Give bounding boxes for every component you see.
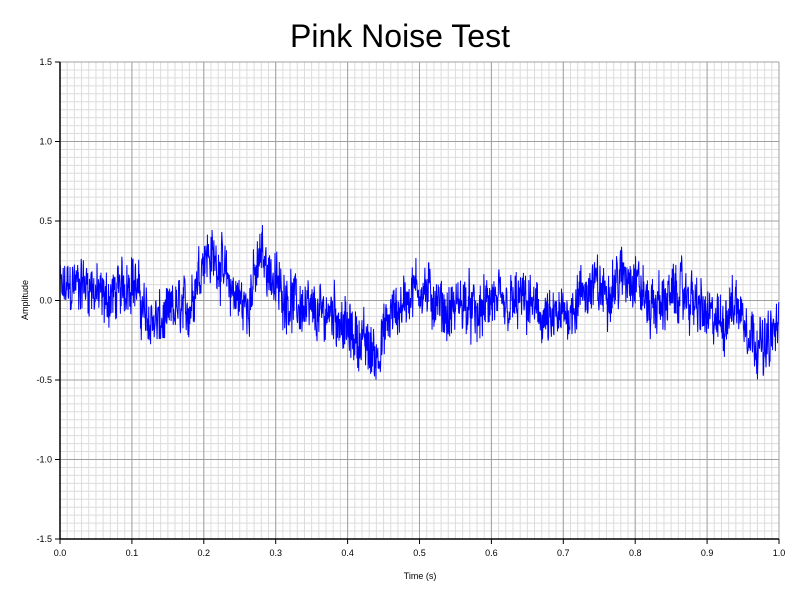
x-tick-label: 0.2 [198, 548, 211, 558]
x-tick-label: 0.3 [269, 548, 282, 558]
y-tick-label: 1.5 [39, 57, 52, 67]
x-tick-label: 0.7 [557, 548, 570, 558]
x-tick-label: 0.6 [485, 548, 498, 558]
y-tick-label: -1.5 [36, 534, 52, 544]
x-tick-label: 0.8 [629, 548, 642, 558]
x-tick-label: 0.9 [701, 548, 714, 558]
signal-line [59, 224, 780, 380]
x-tick-label: 1.0 [773, 548, 786, 558]
y-tick-label: 1.0 [39, 137, 52, 147]
chart-title: Pink Noise Test [290, 18, 510, 54]
x-axis-label: Time (s) [404, 571, 437, 581]
x-tick-label: 0.4 [341, 548, 354, 558]
y-tick-label: -0.5 [36, 375, 52, 385]
x-tick-label: 0.5 [413, 548, 426, 558]
x-tick-label: 0.1 [126, 548, 139, 558]
y-tick-label: 0.5 [39, 216, 52, 226]
y-tick-label: 0.0 [39, 296, 52, 306]
y-axis-label: Amplitude [20, 280, 30, 320]
x-tick-label: 0.0 [54, 548, 67, 558]
x-axis-ticks: 0.0 0.1 0.2 0.3 0.4 0.5 0.6 0.7 0.8 0.9 1.0 [54, 539, 786, 558]
y-axis-ticks: 1.5 1.0 0.5 0.0 -0.5 -1.0 -1.5 [36, 57, 60, 544]
y-tick-label: -1.0 [36, 455, 52, 465]
